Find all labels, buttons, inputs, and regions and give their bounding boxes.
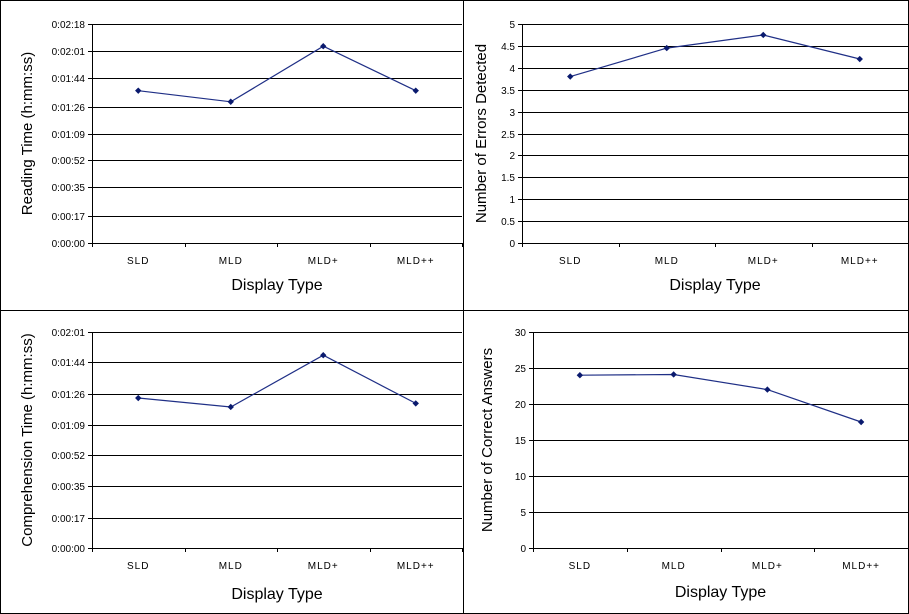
y-tick-label: 15 bbox=[515, 436, 527, 447]
data-point bbox=[764, 386, 771, 393]
y-tick-label: 10 bbox=[515, 472, 527, 483]
y-tick-label: 5 bbox=[509, 20, 515, 31]
x-tick-label: MLD++ bbox=[841, 256, 879, 267]
y-tick-label: 1.5 bbox=[501, 173, 515, 184]
y-tick-label: 0:01:26 bbox=[52, 103, 86, 114]
y-tick-label: 0:01:44 bbox=[52, 358, 86, 369]
y-tick-label: 2 bbox=[509, 151, 515, 162]
x-tick-label: MLD+ bbox=[308, 256, 339, 267]
chart-4: 0 5 10 15 20 25 30 SLD MLD MLD+ MLD++ Display Type N… bbox=[479, 328, 909, 601]
series-line bbox=[579, 373, 862, 423]
x-axis-title: Display Type bbox=[231, 586, 322, 603]
x-tick-label: MLD++ bbox=[842, 561, 880, 572]
y-tick-label: 4.5 bbox=[501, 42, 515, 53]
y-tick-label: 3.5 bbox=[501, 86, 515, 97]
y-tick-label: 0:00:00 bbox=[52, 544, 86, 555]
x-axis-title: Display Type bbox=[669, 277, 760, 294]
series-line bbox=[138, 45, 417, 103]
data-point bbox=[857, 418, 865, 426]
x-axis-title: Display Type bbox=[675, 584, 766, 601]
x-tick-label: MLD bbox=[219, 256, 243, 267]
data-point bbox=[576, 372, 584, 379]
x-axis-title: Display Type bbox=[231, 277, 322, 294]
x-tick-label: MLD++ bbox=[397, 561, 435, 572]
data-point bbox=[227, 403, 234, 411]
y-axis-title: Number of Errors Detected bbox=[473, 44, 490, 223]
data-point bbox=[412, 400, 419, 407]
x-tick-label: MLD+ bbox=[308, 561, 339, 572]
y-tick-label: 0 bbox=[509, 239, 515, 250]
y-tick-label: 30 bbox=[515, 328, 527, 339]
y-tick-label: 0:00:52 bbox=[52, 451, 86, 462]
y-tick-label: 0:02:18 bbox=[52, 20, 86, 31]
y-tick-label: 0.5 bbox=[501, 217, 515, 228]
x-tick-label: SLD bbox=[569, 561, 591, 572]
data-point bbox=[227, 98, 234, 105]
x-tick-label: MLD+ bbox=[748, 256, 779, 267]
x-tick-label: MLD++ bbox=[397, 256, 435, 267]
y-tick-label: 0:00:17 bbox=[52, 212, 86, 223]
x-tick-label: SLD bbox=[559, 256, 581, 267]
x-tick-label: SLD bbox=[127, 561, 149, 572]
y-tick-label: 3 bbox=[509, 108, 515, 119]
y-tick-label: 1 bbox=[509, 195, 515, 206]
y-tick-label: 0:00:52 bbox=[52, 156, 86, 167]
y-axis-title: Reading Time (h:mm:ss) bbox=[19, 52, 36, 215]
x-tick-label: SLD bbox=[127, 256, 149, 267]
data-point bbox=[320, 352, 327, 359]
y-tick-label: 0:01:09 bbox=[52, 130, 86, 141]
data-point bbox=[320, 43, 327, 50]
x-tick-label: MLD bbox=[219, 561, 243, 572]
y-tick-label: 2.5 bbox=[501, 130, 515, 141]
data-point bbox=[412, 87, 419, 94]
y-tick-label: 0:00:35 bbox=[52, 482, 86, 493]
y-tick-label: 4 bbox=[509, 64, 515, 75]
series-line bbox=[570, 34, 860, 78]
data-point bbox=[663, 44, 670, 52]
y-tick-label: 0:02:01 bbox=[52, 47, 86, 58]
y-tick-label: 0:00:00 bbox=[52, 239, 86, 250]
data-point bbox=[567, 73, 574, 80]
data-point bbox=[760, 31, 767, 39]
chart-1: 0:00:00 0:00:17 0:00:35 0:00:52 0:01:09 0:01:… bbox=[19, 20, 463, 294]
series-line bbox=[138, 354, 417, 408]
y-tick-label: 0:01:26 bbox=[52, 390, 86, 401]
chart-3: 0:00:00 0:00:17 0:00:35 0:00:52 0:01:09 0:01:… bbox=[19, 328, 463, 603]
y-tick-label: 0:01:09 bbox=[52, 421, 86, 432]
x-tick-label: MLD+ bbox=[752, 561, 783, 572]
x-tick-label: MLD bbox=[662, 561, 686, 572]
y-tick-label: 0:00:17 bbox=[52, 514, 86, 525]
y-tick-label: 20 bbox=[515, 400, 527, 411]
y-axis-title: Number of Correct Answers bbox=[479, 348, 496, 532]
y-tick-label: 0:00:35 bbox=[52, 183, 86, 194]
chart-2: 0 0.5 1 1.5 2 2.5 3 3.5 4 4.5 5 SLD MLD MLD+ MLD++ Disp… bbox=[473, 20, 909, 294]
x-tick-label: MLD bbox=[655, 256, 679, 267]
y-tick-label: 25 bbox=[515, 364, 527, 375]
data-point bbox=[856, 55, 863, 63]
data-point bbox=[135, 87, 142, 94]
y-axis-title: Comprehension Time (h:mm:ss) bbox=[19, 333, 36, 546]
data-point bbox=[135, 394, 142, 402]
y-tick-label: 0:01:44 bbox=[52, 74, 86, 85]
data-point bbox=[670, 371, 677, 378]
y-tick-label: 5 bbox=[520, 508, 526, 519]
y-tick-label: 0:02:01 bbox=[52, 328, 86, 339]
y-tick-label: 0 bbox=[520, 544, 526, 555]
